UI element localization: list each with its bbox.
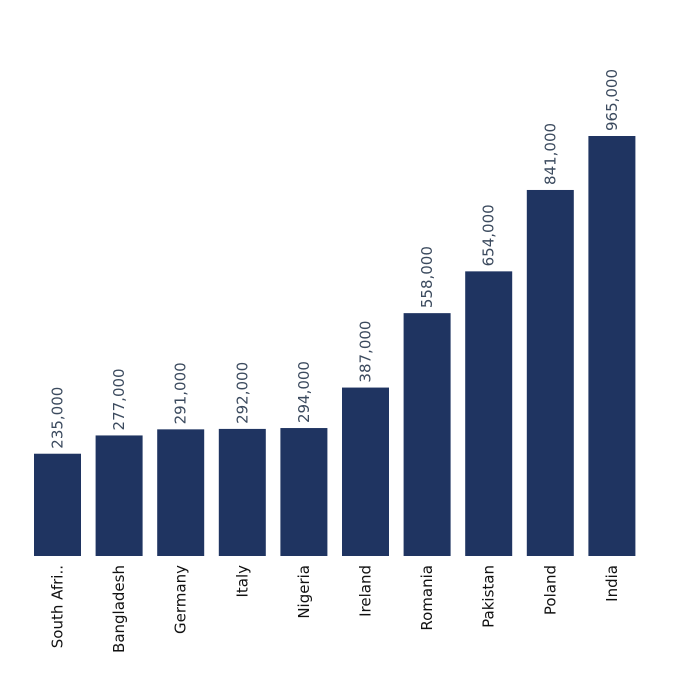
- x-tick-label: India: [603, 565, 621, 602]
- value-label: 294,000: [295, 361, 313, 423]
- value-label: 965,000: [603, 69, 621, 131]
- value-label: 277,000: [110, 368, 128, 430]
- x-tick-label: Poland: [541, 565, 559, 615]
- x-tick-label: South Afri..: [49, 565, 67, 648]
- bar: [95, 435, 143, 556]
- x-tick-label: Romania: [418, 565, 436, 631]
- bar: [34, 453, 81, 556]
- x-tick-label: Germany: [172, 565, 190, 634]
- value-label: 558,000: [418, 246, 436, 308]
- bar: [280, 428, 328, 556]
- bar: [526, 189, 574, 556]
- bar: [465, 271, 513, 556]
- bar: [403, 313, 451, 556]
- value-label: 654,000: [480, 204, 498, 266]
- x-tick-label: Nigeria: [295, 565, 313, 619]
- bar: [218, 428, 266, 556]
- value-label: 387,000: [357, 321, 375, 383]
- x-tick-label: Bangladesh: [110, 565, 128, 653]
- x-tick-label: Italy: [233, 565, 251, 598]
- bar: [342, 387, 389, 556]
- value-label: 235,000: [49, 387, 67, 449]
- value-label: 291,000: [172, 362, 190, 424]
- bar: [588, 136, 636, 556]
- value-label: 292,000: [233, 362, 251, 424]
- bar: [157, 429, 205, 556]
- x-tick-label: Pakistan: [480, 565, 498, 628]
- x-tick-label: Ireland: [357, 565, 375, 617]
- value-label: 841,000: [541, 123, 559, 185]
